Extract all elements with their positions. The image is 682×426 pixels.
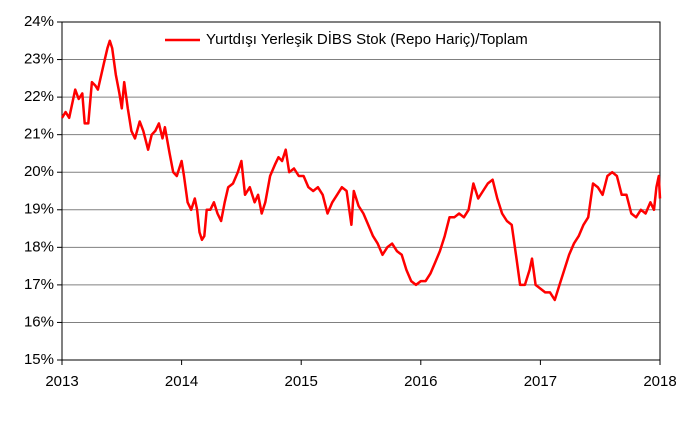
y-tick-label: 16% [24, 313, 54, 330]
x-tick-label: 2016 [404, 373, 437, 390]
legend-label: Yurtdışı Yerleşik DİBS Stok (Repo Hariç)… [206, 30, 528, 48]
y-tick-label: 22% [24, 88, 54, 105]
y-tick-label: 24% [24, 13, 54, 30]
y-tick-label: 21% [24, 126, 54, 143]
y-tick-label: 18% [24, 238, 54, 255]
y-tick-label: 23% [24, 51, 54, 68]
y-tick-label: 20% [24, 163, 54, 180]
x-tick-label: 2017 [524, 373, 557, 390]
x-tick-label: 2018 [643, 373, 676, 390]
y-tick-label: 15% [24, 351, 54, 368]
x-tick-label: 2013 [45, 373, 78, 390]
x-tick-label: 2015 [285, 373, 318, 390]
plot-frame [61, 21, 661, 361]
y-tick-label: 17% [24, 276, 54, 293]
data-line [60, 39, 662, 302]
x-tick-label: 2014 [165, 373, 198, 390]
y-tick-label: 19% [24, 201, 54, 218]
